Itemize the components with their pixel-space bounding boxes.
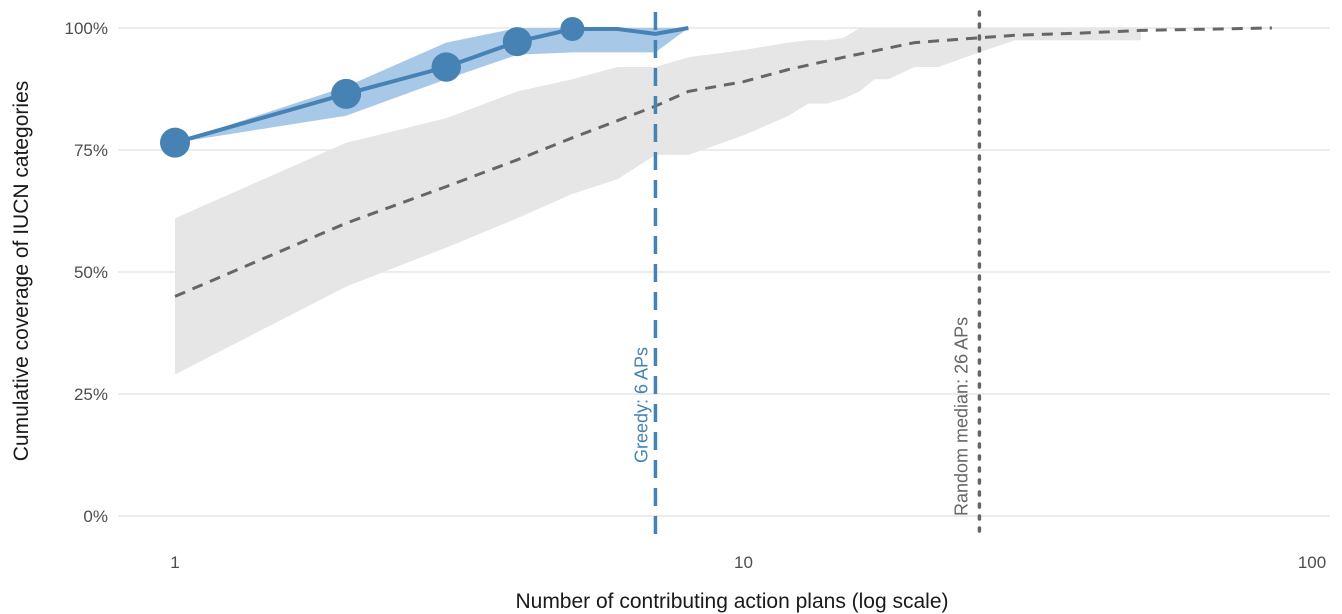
reference-line-layer: Greedy: 6 APs Random median: 26 APs bbox=[631, 10, 982, 542]
y-tick-label: 50% bbox=[74, 263, 108, 282]
band-layer bbox=[175, 28, 1141, 375]
y-tick-label: 75% bbox=[74, 141, 108, 160]
greedy-ribbon bbox=[175, 28, 689, 143]
greedy-line bbox=[174, 26, 689, 145]
reference-line-label: Greedy: 6 APs bbox=[631, 347, 651, 463]
x-tick-label: 10 bbox=[734, 553, 753, 572]
random-ribbon bbox=[175, 28, 1141, 375]
tick-label-layer: 0% 25% 50% 75% 100% 1 10 100 bbox=[65, 19, 1327, 572]
reference-line-label: Random median: 26 APs bbox=[951, 317, 971, 516]
y-tick-label: 25% bbox=[74, 385, 108, 404]
y-axis-title: Cumulative coverage of IUCN categories bbox=[10, 81, 33, 462]
greedy-point bbox=[431, 52, 461, 82]
greedy-point bbox=[560, 16, 585, 41]
x-tick-label: 100 bbox=[1298, 553, 1326, 572]
x-axis-title: Number of contributing action plans (log… bbox=[515, 590, 948, 613]
line-layer bbox=[174, 26, 1272, 298]
x-tick-label: 1 bbox=[170, 553, 179, 572]
y-tick-label: 0% bbox=[83, 507, 108, 526]
random-median-line bbox=[174, 26, 1272, 298]
point-layer bbox=[160, 16, 585, 158]
greedy-point bbox=[160, 127, 190, 158]
greedy-point bbox=[502, 27, 532, 57]
y-tick-label: 100% bbox=[65, 19, 108, 38]
greedy-point bbox=[331, 78, 362, 109]
